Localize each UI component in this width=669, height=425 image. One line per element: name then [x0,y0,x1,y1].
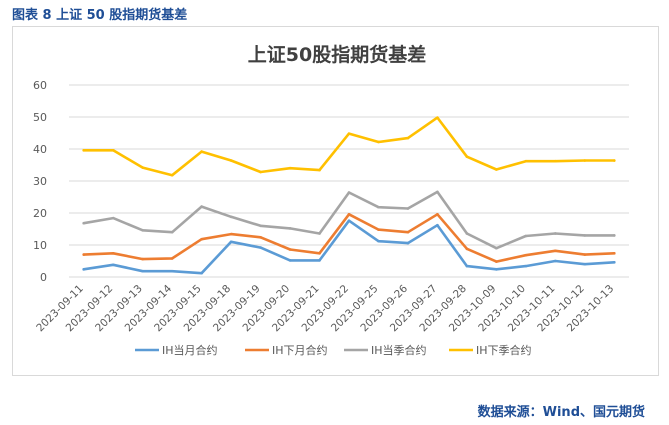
series-lines [82,116,616,275]
data-point [612,234,616,237]
data-point [347,191,351,194]
data-point [612,260,616,264]
data-point [465,155,469,158]
data-point [288,227,292,230]
data-point [111,263,115,267]
data-point [406,241,410,245]
y-tick-label: 0 [40,271,47,284]
legend-label: IH下季合约 [476,343,532,357]
data-point [495,268,498,271]
data-point [554,249,557,253]
data-point [554,232,557,235]
data-point [170,173,174,177]
legend-label: IH当季合约 [371,343,427,357]
figure-caption: 图表 8 上证 50 股指期货基差 [12,8,188,23]
line-chart: 上证50股指期货基差 0 10 20 30 40 50 60 2023-09-112023-… [33,43,629,357]
data-point [288,166,292,170]
series-line-0 [82,219,616,275]
data-point [141,228,144,232]
data-point [200,150,203,153]
data-point [318,232,321,235]
data-point [524,253,528,257]
y-tick-label: 50 [33,111,47,124]
y-axis: 0 10 20 30 40 50 60 [33,79,47,284]
data-point [583,159,587,162]
legend-label: IH当月合约 [162,343,218,357]
data-source-note: 数据来源：Wind、国元期货 [477,405,645,420]
data-point [200,237,203,241]
y-tick-label: 10 [33,239,47,252]
data-point [170,269,174,273]
data-point [347,132,351,135]
data-point [583,234,587,237]
data-point [229,215,233,219]
y-tick-label: 30 [33,175,47,188]
data-point [111,252,115,255]
data-point [465,247,469,251]
data-point [495,246,498,250]
data-point [554,159,557,163]
data-point [465,264,469,268]
data-point [82,221,86,225]
data-point [406,207,410,210]
data-point [554,259,557,263]
data-point [524,234,528,238]
data-point [229,159,233,162]
data-point [347,212,351,216]
data-point [495,260,498,263]
data-point [141,166,144,169]
data-point [495,168,498,171]
legend: IH当月合约 IH下月合约 IH当季合约 IH下季合约 [135,343,532,357]
data-point [377,205,380,209]
data-point [377,228,380,231]
data-point [141,257,144,261]
gridlines [69,84,629,278]
data-point [318,259,321,262]
data-point [377,140,380,144]
data-point [465,232,469,235]
data-point [111,148,115,152]
data-point [259,224,262,228]
data-point [612,252,616,255]
data-point [288,259,292,262]
data-point [406,230,410,234]
data-point [524,264,528,268]
data-point [436,223,439,227]
x-axis: 2023-09-112023-09-122023-09-132023-09-14… [34,282,616,334]
data-point [200,271,203,275]
data-point [200,205,203,208]
data-point [612,159,616,162]
y-tick-label: 40 [33,143,47,156]
legend-label: IH下月合约 [272,343,328,357]
data-point [170,230,174,234]
y-tick-label: 20 [33,207,47,220]
data-point [524,159,528,163]
data-point [259,236,262,239]
data-point [170,257,174,260]
data-point [406,136,410,140]
data-point [82,253,86,256]
data-point [318,252,321,255]
data-point [141,269,144,273]
data-point [259,246,262,249]
data-point [436,190,439,194]
y-tick-label: 60 [33,79,47,92]
data-point [347,219,351,222]
data-point [259,170,262,174]
data-point [288,248,292,251]
data-point [583,253,587,256]
data-point [111,216,115,220]
data-point [82,268,86,271]
chart-container: 上证50股指期货基差 0 10 20 30 40 50 60 2023-09-11 2023-… [12,26,659,376]
data-point [229,232,233,236]
chart-title: 上证50股指期货基差 [248,43,426,66]
data-point [436,116,439,119]
data-point [583,262,587,266]
data-point [318,168,321,172]
series-line-3 [82,116,616,177]
data-point [82,148,86,152]
data-point [436,212,439,216]
data-point [229,240,233,244]
data-point [377,239,380,243]
